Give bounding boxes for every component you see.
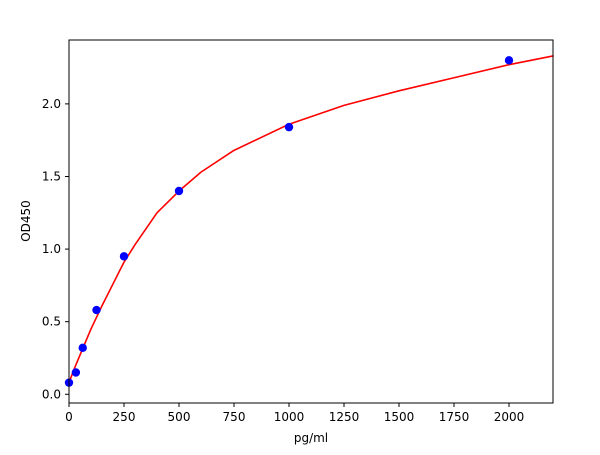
x-tick-label: 1500 — [384, 410, 415, 424]
y-axis: 0.0 0.5 1.0 1.5 2.0 — [42, 97, 69, 401]
x-tick-label: 1000 — [274, 410, 305, 424]
y-tick-label: 0.5 — [42, 315, 61, 329]
y-tick-label: 2.0 — [42, 97, 61, 111]
data-point — [92, 305, 101, 315]
x-tick-label: 1750 — [439, 410, 470, 424]
x-axis-label: pg/ml — [294, 431, 328, 445]
x-tick-label: 250 — [113, 410, 136, 424]
x-tick-label: 2000 — [494, 410, 525, 424]
fitted-curve — [68, 55, 554, 384]
x-tick-label: 0 — [65, 410, 73, 424]
data-point — [284, 122, 294, 132]
x-tick-label: 1250 — [329, 410, 360, 424]
data-point — [78, 343, 87, 353]
y-axis-label: OD450 — [19, 200, 33, 242]
x-tick-label: 500 — [168, 410, 191, 424]
x-axis: 0 250 500 750 1000 1250 1500 1750 2000 — [65, 403, 524, 424]
y-tick-label: 1.0 — [42, 242, 61, 256]
x-tick-label: 750 — [223, 410, 246, 424]
data-point — [71, 368, 81, 377]
y-tick-label: 0.0 — [42, 387, 61, 401]
data-point — [174, 186, 184, 196]
y-tick-label: 1.5 — [42, 169, 61, 183]
data-point — [119, 252, 129, 261]
data-point — [504, 56, 514, 65]
points-layer — [64, 56, 514, 387]
plot-frame — [68, 39, 554, 404]
curve-layer — [68, 55, 554, 384]
